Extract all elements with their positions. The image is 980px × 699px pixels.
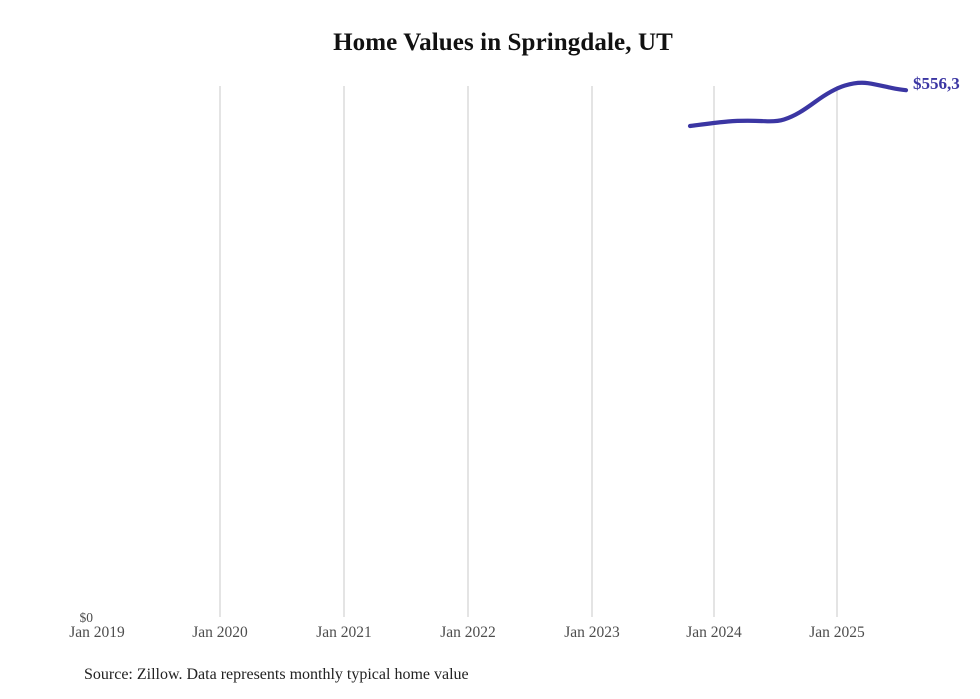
data-line-typical-home-value xyxy=(687,80,909,129)
page-title: Home Values in Springdale, UT xyxy=(333,29,673,56)
endpoint-value-label: $556,3 xyxy=(913,74,960,93)
x-tick-label-jan-2024: Jan 2024 xyxy=(686,624,742,641)
x-tick-label-jan-2022: Jan 2022 xyxy=(440,624,496,641)
x-tick-label-jan-2023: Jan 2023 xyxy=(564,624,620,641)
x-tick-label-jan-2025: Jan 2025 xyxy=(809,624,865,641)
x-tick-label-jan-2019: Jan 2019 xyxy=(69,624,125,641)
y-tick-label-zero: $0 xyxy=(79,610,94,625)
x-tick-label-jan-2021: Jan 2021 xyxy=(316,624,372,641)
gridlines xyxy=(219,86,838,617)
x-tick-label-jan-2020: Jan 2020 xyxy=(192,624,248,641)
source-note: Source: Zillow. Data represents monthly … xyxy=(84,666,469,683)
